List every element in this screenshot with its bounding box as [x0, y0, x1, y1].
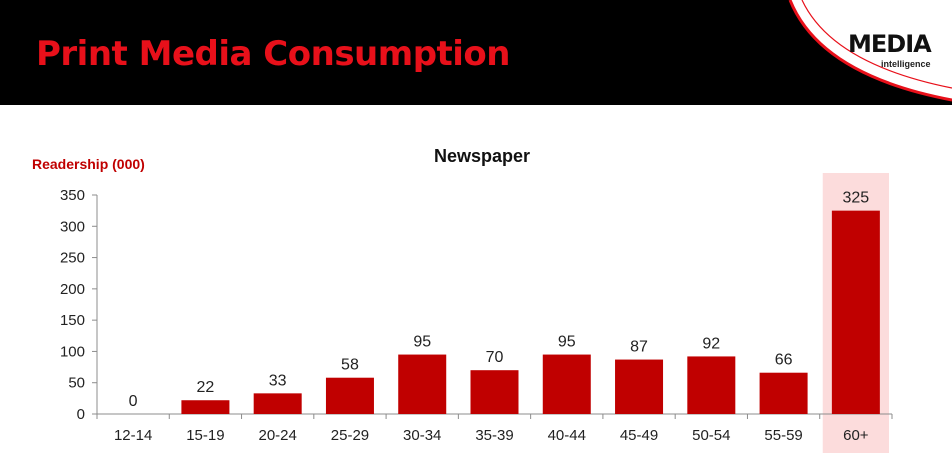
x-tick-label: 60+	[843, 427, 869, 444]
data-label: 70	[486, 349, 504, 366]
y-tick-label: 0	[77, 406, 85, 423]
x-tick-label: 40-44	[548, 427, 586, 444]
x-tick-label: 35-39	[475, 427, 513, 444]
bar-60+	[831, 210, 880, 414]
bar-50-54	[687, 356, 736, 414]
data-label: 325	[843, 190, 870, 207]
slide-title: Print Media Consumption	[36, 34, 511, 74]
data-label: 58	[341, 357, 359, 374]
x-tick-label: 12-14	[114, 427, 152, 444]
y-tick-label: 200	[60, 281, 85, 298]
bar-15-19	[181, 400, 230, 414]
newspaper-bar-chart: Newspaper Readership (000) 0 50 100 150 200 2…	[32, 146, 893, 453]
data-label: 33	[269, 372, 287, 389]
bar-35-39	[470, 370, 519, 414]
x-tick-label: 20-24	[258, 427, 296, 444]
y-tick-label: 350	[60, 187, 85, 204]
chart-title: Newspaper	[434, 146, 530, 166]
x-tick-label: 50-54	[692, 427, 730, 444]
data-label: 95	[558, 334, 576, 351]
data-label: 0	[129, 393, 138, 410]
data-label: 22	[197, 379, 215, 396]
data-label: 92	[702, 335, 720, 352]
x-tick-label: 45-49	[620, 427, 658, 444]
data-label: 87	[630, 339, 648, 356]
y-tick-label: 100	[60, 343, 85, 360]
bar-45-49	[615, 359, 664, 414]
data-label: 66	[775, 352, 793, 369]
data-label: 95	[413, 334, 431, 351]
bar-25-29	[325, 377, 374, 414]
y-tick-label: 50	[68, 375, 85, 392]
header-band: Print Media Consumption MEDIA intelligen…	[0, 0, 952, 105]
x-tick-label: 30-34	[403, 427, 441, 444]
bar-30-34	[398, 354, 447, 414]
logo-wordmark: MEDIA	[848, 30, 932, 58]
logo-tagline: intelligence	[881, 59, 931, 69]
logo-swoosh	[788, 0, 952, 102]
x-tick-label: 25-29	[331, 427, 369, 444]
y-tick-label: 150	[60, 312, 85, 329]
x-tick-label: 15-19	[186, 427, 224, 444]
bar-55-59	[759, 372, 808, 414]
bar-40-44	[542, 354, 591, 414]
bar-20-24	[253, 393, 302, 414]
y-tick-label: 300	[60, 218, 85, 235]
y-tick-label: 250	[60, 250, 85, 267]
plot-area: 0 50 100 150 200 250 300 350 0 12-14 22 15-19 33 20-2…	[60, 173, 893, 453]
y-axis-label: Readership (000)	[32, 156, 145, 172]
x-tick-label: 55-59	[764, 427, 802, 444]
